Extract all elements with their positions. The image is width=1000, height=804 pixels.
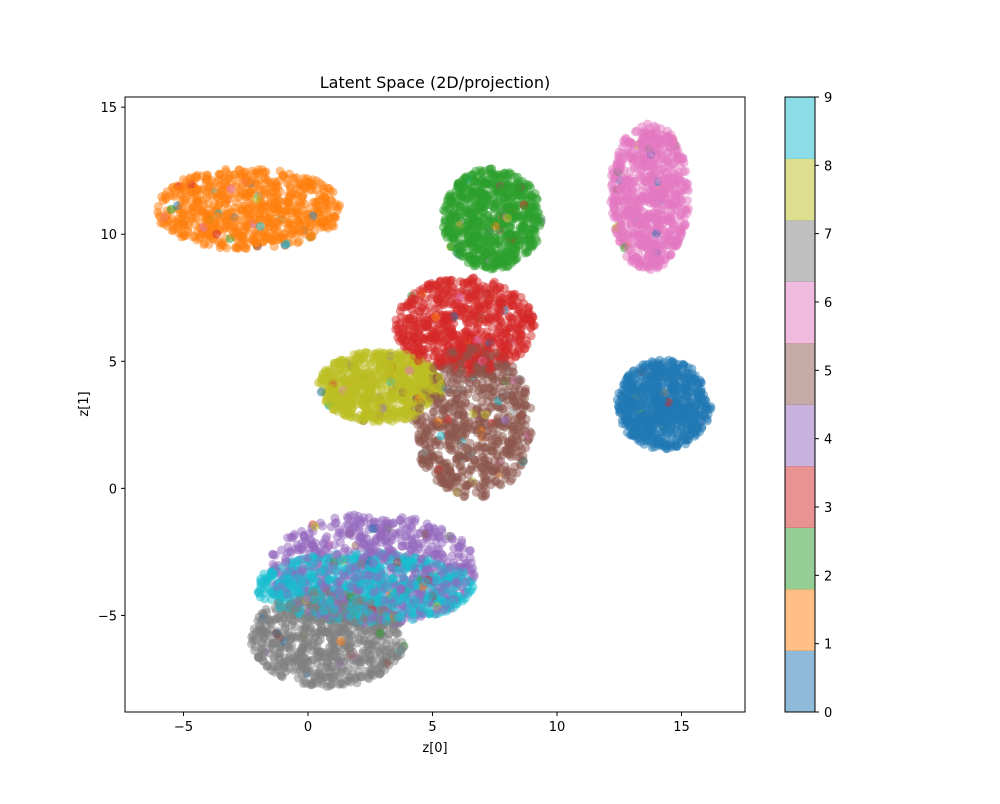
scatter-point-class-1 <box>322 204 332 214</box>
scatter-point-class-7 <box>338 665 348 675</box>
chart-title: Latent Space (2D/projection) <box>320 73 550 92</box>
scatter-point-class-7 <box>280 663 290 673</box>
scatter-point-class-4 <box>409 541 419 551</box>
scatter-point-class-1 <box>153 202 163 211</box>
scatter-point-class-8 <box>358 401 368 410</box>
scatter-point-class-1 <box>233 193 243 203</box>
scatter-point-class-5 <box>478 452 488 462</box>
scatter-point-class-3 <box>526 331 536 341</box>
scatter-point-class-5 <box>416 425 426 435</box>
scatter-point-class-2 <box>524 180 534 190</box>
scatter-point-class-1 <box>214 169 224 179</box>
scatter-point-class-3 <box>499 283 509 293</box>
scatter-point-class-0 <box>639 439 649 449</box>
scatter-point-class-4 <box>268 559 278 569</box>
scatter-point-class-5 <box>501 470 511 480</box>
scatter-point-class-3 <box>461 315 471 324</box>
scatter-point-class-5 <box>428 407 438 417</box>
scatter-points <box>153 119 716 691</box>
scatter-point-class-9 <box>394 565 404 575</box>
scatter-point-class-4 <box>318 521 327 531</box>
scatter-point-class-3 <box>418 312 428 322</box>
scatter-point-class-9 <box>388 573 398 583</box>
scatter-point-class-4 <box>465 546 475 556</box>
